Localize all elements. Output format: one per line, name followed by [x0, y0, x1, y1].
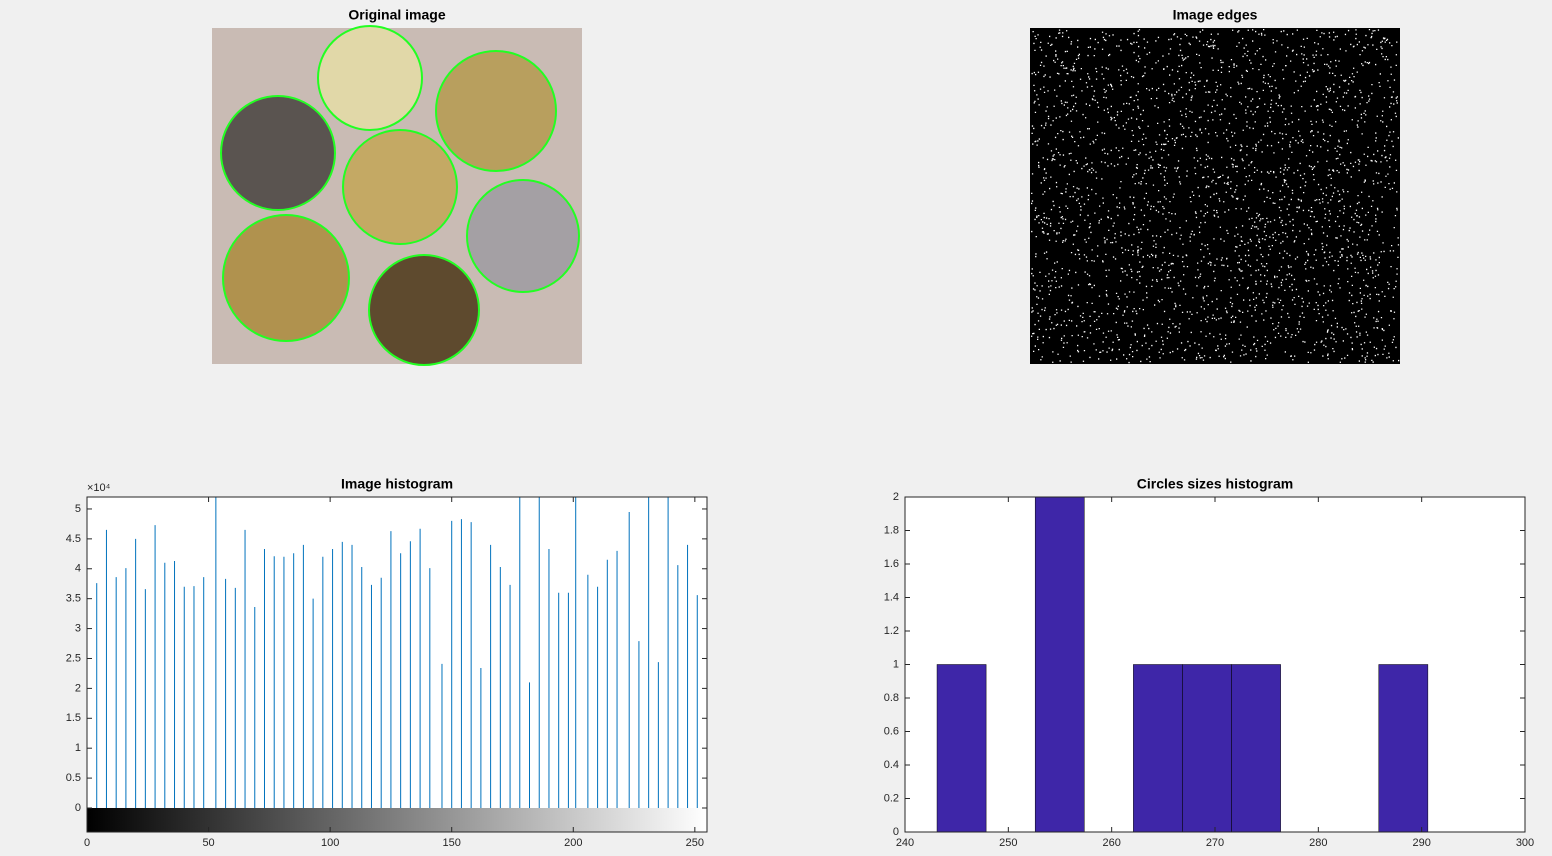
bar	[1378, 664, 1429, 833]
y-tick-label: 1	[75, 742, 81, 754]
chart-title: Image edges	[1173, 7, 1258, 23]
y-tick-label: 0	[893, 826, 899, 838]
y-tick-label: 3	[75, 622, 81, 634]
y-tick-label: 1.8	[884, 524, 899, 536]
x-tick-label: 100	[321, 837, 339, 849]
y-tick-label: 0.5	[66, 772, 81, 784]
colorbar	[87, 808, 707, 832]
y-tick-label: 5	[75, 503, 81, 515]
x-tick-label: 200	[564, 837, 582, 849]
x-tick-label: 300	[1516, 837, 1534, 849]
y-tick-label: 1	[893, 658, 899, 670]
edge-image	[1030, 28, 1400, 364]
chart-title: Circles sizes histogram	[1137, 476, 1293, 492]
y-tick-label: 1.4	[884, 591, 899, 603]
coin-photo	[212, 25, 582, 366]
y-tick-label: 1.2	[884, 625, 899, 637]
x-tick-label: 250	[686, 837, 704, 849]
x-tick-label: 290	[1412, 837, 1430, 849]
bar	[1133, 664, 1183, 833]
chart-title: Original image	[348, 7, 445, 23]
x-tick-label: 150	[443, 837, 461, 849]
y-tick-label: 1.6	[884, 558, 899, 570]
x-tick-label: 240	[896, 837, 914, 849]
axes-box	[86, 496, 708, 833]
bar	[936, 664, 987, 833]
bar	[1182, 664, 1232, 833]
y-tick-label: 4	[75, 563, 81, 575]
chart-title: Image histogram	[341, 476, 453, 492]
y-exponent: ×10⁴	[87, 482, 111, 494]
y-tick-label: 0	[75, 802, 81, 814]
y-tick-label: 0.8	[884, 692, 899, 704]
y-tick-label: 0.4	[884, 759, 899, 771]
x-tick-label: 250	[999, 837, 1017, 849]
y-tick-label: 3.5	[66, 593, 81, 605]
x-tick-label: 50	[202, 837, 214, 849]
x-tick-label: 280	[1309, 837, 1327, 849]
y-tick-label: 2.5	[66, 652, 81, 664]
x-tick-label: 260	[1102, 837, 1120, 849]
y-tick-label: 2	[75, 682, 81, 694]
bar	[1034, 496, 1085, 833]
x-tick-label: 270	[1206, 837, 1224, 849]
y-tick-label: 0.6	[884, 725, 899, 737]
y-tick-label: 2	[893, 491, 899, 503]
y-tick-label: 0.2	[884, 792, 899, 804]
y-tick-label: 1.5	[66, 712, 81, 724]
plot-area	[87, 497, 707, 808]
x-tick-label: 0	[84, 837, 90, 849]
bar	[1231, 664, 1281, 833]
stems	[96, 497, 698, 808]
y-tick-label: 4.5	[66, 533, 81, 545]
